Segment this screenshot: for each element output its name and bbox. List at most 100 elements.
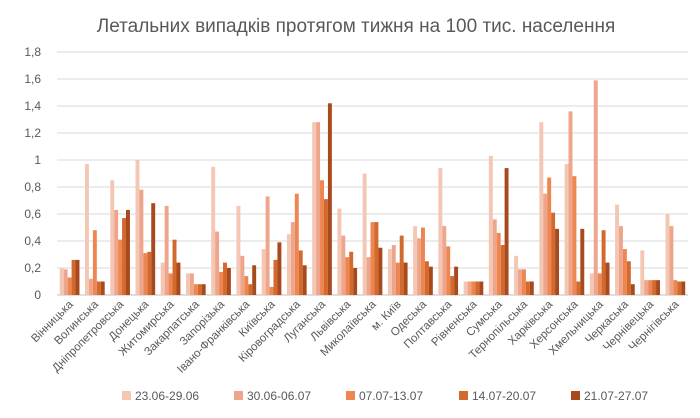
bar (273, 259, 278, 295)
bar (312, 122, 317, 295)
bar (446, 246, 451, 295)
bar (110, 180, 115, 295)
bar (168, 273, 173, 295)
bar (341, 235, 346, 295)
bar (236, 205, 241, 295)
bar (197, 284, 202, 295)
bar (525, 281, 530, 295)
bar (500, 245, 505, 295)
bar (189, 273, 194, 295)
y-tick-label: 1,2 (24, 126, 41, 140)
bars (59, 80, 686, 296)
bar (75, 259, 80, 295)
bar (323, 199, 328, 295)
bar (240, 255, 245, 295)
bar (96, 281, 101, 295)
bar (223, 262, 227, 295)
legend-swatch (346, 391, 355, 400)
bar (122, 218, 127, 295)
bar (59, 268, 64, 295)
bar (572, 176, 577, 295)
bar (226, 268, 231, 295)
bar (85, 164, 89, 295)
bar (294, 193, 299, 295)
bar (576, 281, 581, 295)
bar (640, 250, 645, 295)
bar (193, 284, 198, 295)
bar (496, 232, 501, 295)
bar (593, 80, 598, 295)
bar (302, 265, 307, 295)
y-tick-label: 1 (34, 153, 41, 167)
bar (589, 273, 594, 295)
bar (454, 266, 459, 295)
bar (529, 281, 534, 295)
bar (172, 239, 177, 295)
bar (555, 228, 560, 295)
bar (547, 177, 552, 295)
bar (479, 281, 484, 295)
bar (656, 280, 660, 295)
bar (514, 255, 519, 295)
bar (114, 209, 119, 295)
bar (252, 265, 257, 295)
y-tick-label: 1,8 (24, 45, 41, 59)
bar (673, 280, 678, 295)
bar (395, 262, 400, 295)
bar (539, 122, 544, 295)
bar (370, 222, 375, 295)
bar (677, 281, 682, 295)
bar (160, 262, 165, 295)
bar (521, 269, 526, 295)
bar (248, 284, 253, 295)
bar (597, 273, 602, 295)
bar (261, 249, 266, 295)
bar (353, 268, 358, 295)
bar (488, 155, 493, 295)
bar (518, 269, 522, 295)
bar (244, 276, 249, 295)
y-tick-label: 0,4 (24, 234, 41, 248)
bar (428, 266, 433, 295)
bar (269, 286, 274, 295)
bar (164, 205, 169, 295)
bar (298, 250, 303, 295)
bar (543, 193, 548, 295)
bar (665, 214, 670, 295)
bar (463, 281, 468, 295)
legend-swatch (459, 391, 468, 400)
bar (277, 242, 282, 295)
bar (669, 226, 674, 295)
bar (615, 204, 619, 295)
bar (681, 281, 686, 295)
bar (492, 219, 497, 295)
bar (504, 168, 509, 295)
legend: 23.06-29.06 30.06-06.07 07.07-13.07 14.07-2… (122, 389, 648, 403)
y-tick-label: 1,4 (24, 99, 41, 113)
bar (421, 227, 425, 295)
bar (349, 251, 354, 295)
bar (475, 281, 480, 295)
legend-label: 21.07-27.07 (584, 389, 648, 403)
bar (211, 166, 216, 295)
bar (403, 262, 408, 295)
bar (215, 231, 220, 295)
bar (337, 208, 342, 295)
bar (92, 230, 97, 295)
bar (374, 222, 379, 295)
bar (378, 247, 383, 295)
bar (320, 180, 324, 295)
bar (185, 273, 190, 295)
bar (438, 168, 443, 295)
x-axis-ticks: ВінницькаВолинськаДніпропетровськаДонець… (29, 298, 682, 376)
bar (100, 281, 105, 295)
bar (417, 238, 422, 295)
bar (139, 189, 144, 295)
bar (648, 280, 653, 295)
bar (391, 245, 396, 295)
bar (219, 272, 224, 295)
y-tick-label: 0,6 (24, 207, 41, 221)
bar (151, 203, 156, 295)
y-tick-label: 0,2 (24, 261, 41, 275)
